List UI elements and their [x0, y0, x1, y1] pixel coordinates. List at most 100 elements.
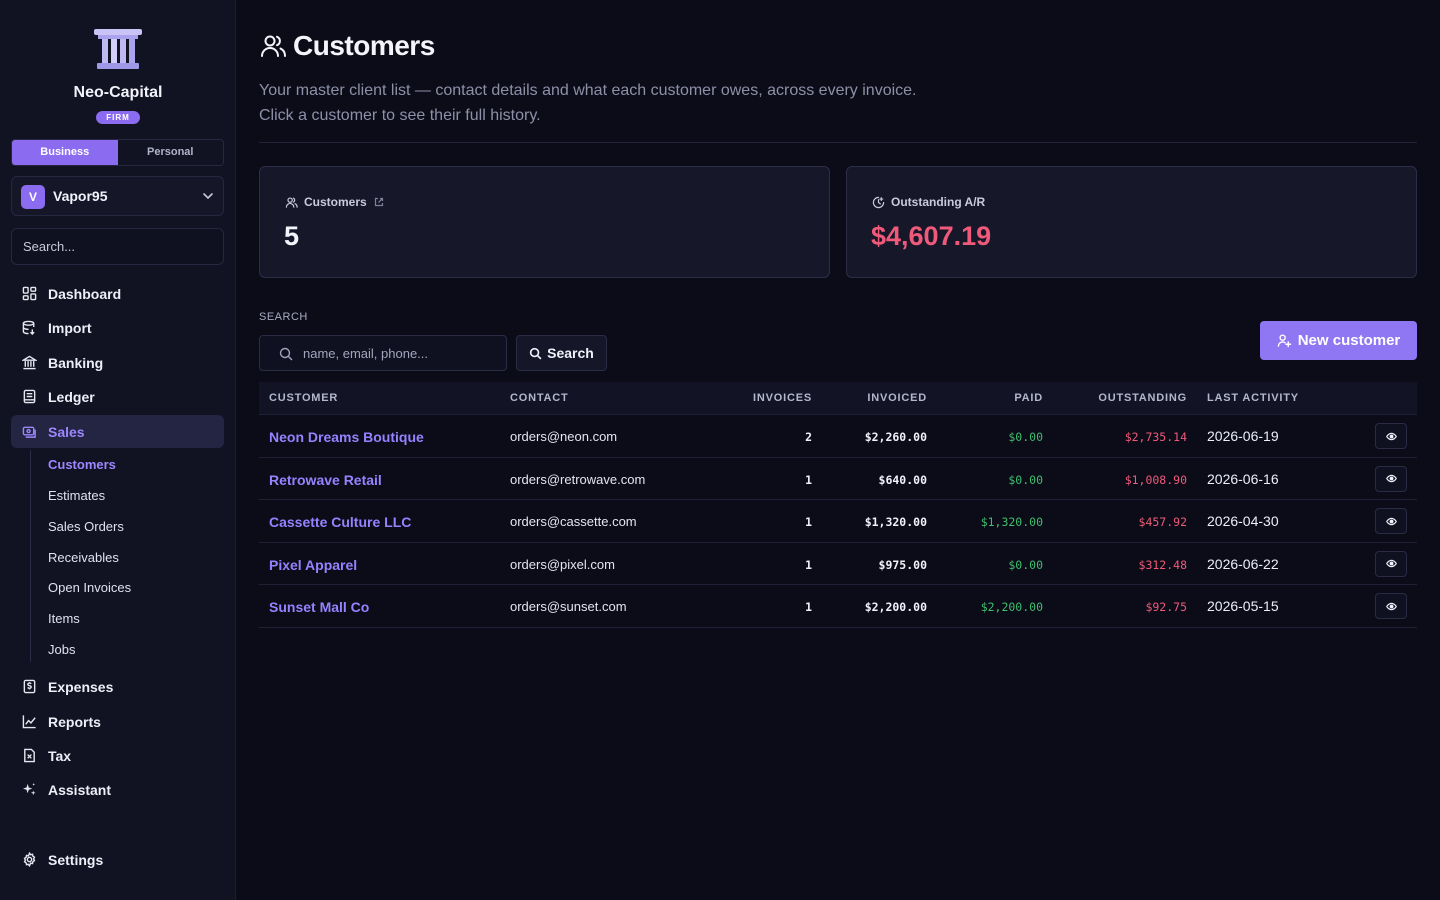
receipt-dollar-icon	[23, 679, 36, 694]
outstanding-amount: $1,008.90	[1124, 472, 1187, 487]
tax-document-icon	[24, 748, 35, 763]
customer-search-box	[259, 335, 507, 371]
outstanding-amount: $2,735.14	[1124, 430, 1187, 444]
search-label: SEARCH	[259, 311, 308, 323]
customer-name-link[interactable]: Pixel Apparel	[269, 556, 358, 573]
search-icon	[529, 347, 542, 359]
table-header: CUSTOMER CONTACT INVOICES INVOICED PAID …	[259, 382, 1417, 415]
col-paid[interactable]: PAID	[1014, 392, 1043, 404]
invoice-count: 1	[805, 515, 812, 530]
col-last-activity[interactable]: LAST ACTIVITY	[1207, 392, 1299, 404]
view-customer-button[interactable]	[1375, 550, 1407, 577]
subnav-receivables[interactable]: Receivables	[48, 550, 119, 565]
customers-count-card: Customers 5	[259, 166, 830, 278]
outstanding-amount: $312.48	[1138, 557, 1187, 572]
customer-name-link[interactable]: Retrowave Retail	[269, 471, 382, 488]
customers-card-value: 5	[284, 221, 300, 251]
col-customer[interactable]: CUSTOMER	[269, 392, 339, 404]
customer-name-link[interactable]: Cassette Culture LLC	[269, 514, 412, 531]
nav-banking[interactable]: Banking	[11, 346, 224, 379]
sidebar-search-input[interactable]	[11, 228, 224, 265]
subnav-customers[interactable]: Customers	[48, 457, 116, 472]
invoice-count: 1	[805, 472, 812, 487]
ar-card-header: Outstanding A/R	[872, 195, 985, 209]
external-link-icon[interactable]	[374, 197, 384, 207]
bank-icon	[22, 355, 37, 370]
nav-expenses[interactable]: Expenses	[11, 670, 224, 703]
table-row[interactable]: Cassette Culture LLC orders@cassette.com…	[259, 499, 1417, 543]
paid-amount: $0.00	[1008, 557, 1043, 572]
customer-search-input[interactable]	[303, 336, 498, 370]
view-customer-button[interactable]	[1375, 593, 1407, 620]
nav-reports[interactable]: Reports	[11, 705, 224, 738]
new-customer-button[interactable]: New customer	[1260, 321, 1417, 360]
nav-ledger-label: Ledger	[48, 388, 95, 405]
nav-tax[interactable]: Tax	[11, 739, 224, 772]
invoiced-amount: $1,320.00	[864, 515, 927, 530]
org-name: Neo-Capital	[73, 84, 163, 101]
nav-dashboard[interactable]: Dashboard	[11, 277, 224, 310]
page-header: Customers	[259, 30, 435, 62]
customer-name-link[interactable]: Neon Dreams Boutique	[269, 429, 424, 445]
nav-assistant-label: Assistant	[48, 781, 112, 798]
table-row[interactable]: Pixel Apparel orders@pixel.com 1 $975.00…	[259, 541, 1417, 586]
dashboard-icon	[22, 286, 37, 301]
customer-contact: orders@sunset.com	[510, 599, 627, 615]
subnav-items[interactable]: Items	[48, 611, 80, 626]
workspace-selector[interactable]: V Vapor95	[11, 176, 224, 216]
col-invoices[interactable]: INVOICES	[753, 392, 812, 404]
sidebar: Neo-Capital FIRM Business Personal V Vap…	[0, 0, 236, 900]
view-customer-button[interactable]	[1375, 465, 1407, 492]
last-activity-date: 2026-06-16	[1207, 470, 1279, 487]
paid-amount: $2,200.00	[980, 600, 1043, 615]
nav-settings[interactable]: Settings	[11, 843, 224, 876]
nav-import[interactable]: Import	[11, 311, 224, 344]
table-row[interactable]: Retrowave Retail orders@retrowave.com 1 …	[259, 456, 1417, 501]
col-invoiced[interactable]: INVOICED	[867, 392, 927, 404]
col-contact[interactable]: CONTACT	[510, 392, 569, 404]
nav-settings-label: Settings	[48, 851, 104, 868]
last-activity-date: 2026-06-19	[1207, 428, 1279, 444]
nav-sales[interactable]: Sales	[11, 415, 224, 448]
workspace-avatar: V	[21, 185, 45, 209]
subnav-estimates[interactable]: Estimates	[48, 488, 106, 503]
subnav-sales-orders[interactable]: Sales Orders	[48, 519, 124, 534]
paid-amount: $0.00	[1008, 430, 1043, 444]
view-customer-button[interactable]	[1375, 508, 1407, 535]
workspace-name: Vapor95	[53, 188, 108, 204]
subnav-open-invoices[interactable]: Open Invoices	[48, 580, 132, 595]
mode-personal[interactable]: Personal	[147, 146, 194, 158]
customers-card-label: Customers	[304, 195, 367, 209]
customer-name-link[interactable]: Sunset Mall Co	[269, 599, 370, 616]
nav-assistant[interactable]: Assistant	[11, 773, 224, 806]
sparkles-icon	[22, 782, 36, 796]
subnav-line	[30, 450, 31, 662]
users-icon	[285, 196, 298, 208]
search-button[interactable]: Search	[516, 335, 607, 371]
page-description-line-1: Your master client list — contact detail…	[259, 82, 917, 99]
customer-contact: orders@retrowave.com	[510, 471, 646, 487]
last-activity-date: 2026-04-30	[1207, 513, 1279, 530]
eye-icon	[1385, 602, 1397, 611]
table-row[interactable]: Neon Dreams Boutique orders@neon.com 2 $…	[259, 414, 1417, 458]
eye-icon	[1385, 517, 1397, 525]
nav-tax-label: Tax	[48, 747, 72, 764]
nav-banking-label: Banking	[48, 354, 104, 371]
mode-business[interactable]: Business	[12, 140, 118, 165]
nav-sales-label: Sales	[48, 423, 85, 440]
nav-ledger[interactable]: Ledger	[11, 380, 224, 413]
customer-contact: orders@pixel.com	[510, 556, 615, 572]
table-row[interactable]: Sunset Mall Co orders@sunset.com 1 $2,20…	[259, 584, 1417, 628]
view-customer-button[interactable]	[1375, 423, 1407, 449]
outstanding-ar-card: Outstanding A/R $4,607.19	[846, 166, 1417, 278]
database-import-icon	[22, 320, 35, 335]
chart-icon	[22, 715, 36, 729]
col-outstanding[interactable]: OUTSTANDING	[1098, 392, 1187, 404]
page-title: Customers	[293, 30, 435, 61]
invoice-count: 1	[805, 600, 812, 615]
column-logo-icon	[94, 29, 142, 69]
org-badge: FIRM	[96, 111, 140, 124]
subnav-jobs[interactable]: Jobs	[48, 642, 76, 657]
invoiced-amount: $2,200.00	[864, 600, 927, 615]
ar-card-label: Outstanding A/R	[891, 195, 986, 209]
